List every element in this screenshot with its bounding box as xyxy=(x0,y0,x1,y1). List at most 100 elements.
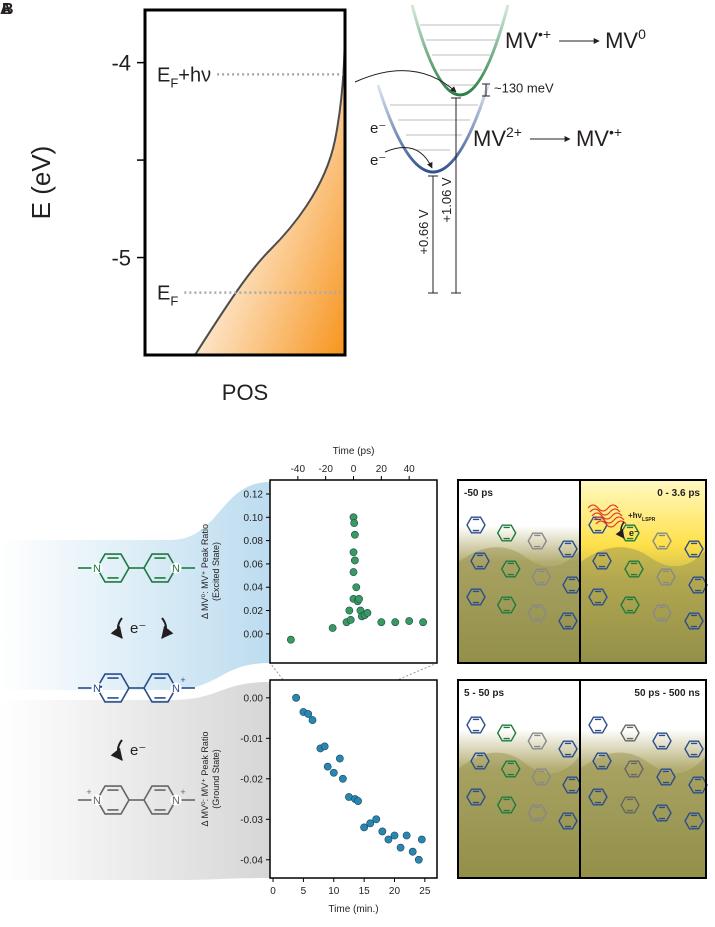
y-tick-label: 0.06 xyxy=(244,559,264,570)
ring xyxy=(466,788,486,806)
ring xyxy=(562,576,582,594)
level-sub: F xyxy=(170,294,178,309)
point xyxy=(414,855,423,864)
ring xyxy=(684,612,704,630)
y-tick-label: 0.04 xyxy=(244,583,264,594)
species-base: MV xyxy=(473,126,506,151)
level-suffix: +hν xyxy=(178,64,211,86)
x-tick-label: -20 xyxy=(318,464,333,475)
ring xyxy=(527,732,548,750)
ring xyxy=(624,760,644,778)
atom-label: N xyxy=(93,563,101,575)
vibrational-levels xyxy=(390,24,500,151)
species-base: MV xyxy=(576,126,609,151)
point xyxy=(338,774,347,783)
x-tick-label: 40 xyxy=(404,464,416,475)
ring xyxy=(592,752,612,770)
y-tick-label: -0.04 xyxy=(240,855,263,866)
ring xyxy=(531,568,552,586)
snapshot: -50 ps xyxy=(457,479,582,664)
level-symbol: E xyxy=(157,64,170,86)
light-wave xyxy=(587,504,619,512)
ring xyxy=(592,552,612,570)
species: MV2+ xyxy=(473,124,522,151)
point xyxy=(408,847,417,856)
species-charge: •+ xyxy=(538,26,551,42)
species: MV•+ xyxy=(505,26,551,53)
excitation-label: +hνLSPR xyxy=(628,511,656,523)
electron-label: e⁻ xyxy=(130,620,146,637)
ring xyxy=(531,768,552,786)
level-sub: F xyxy=(170,75,178,90)
snapshot: 5 - 50 ps xyxy=(457,679,582,879)
atom-label: N xyxy=(172,683,180,695)
point xyxy=(352,583,361,592)
x-tick-label: 5 xyxy=(301,886,307,897)
x-tick-label: 20 xyxy=(389,886,401,897)
atom-bg xyxy=(91,562,103,574)
snapshot-label: 5 - 50 ps xyxy=(464,688,504,699)
ring xyxy=(558,740,578,758)
ring xyxy=(620,724,640,742)
y-tick-label: -4 xyxy=(111,51,131,76)
ring xyxy=(496,524,517,542)
point xyxy=(350,530,359,539)
point xyxy=(346,615,355,624)
point xyxy=(292,693,301,702)
level-symbol: E xyxy=(157,283,170,305)
level-label: EF+hν xyxy=(157,64,211,90)
point xyxy=(419,618,427,627)
splitting-bracket xyxy=(482,83,490,97)
y-tick-label: -5 xyxy=(111,246,131,271)
ring xyxy=(684,812,704,830)
atom-bg xyxy=(170,562,182,574)
species: MV•+ xyxy=(576,124,622,151)
light-wave xyxy=(591,512,623,520)
x-tick-label: 25 xyxy=(419,886,431,897)
x-axis-label: Time (min.) xyxy=(328,904,378,915)
ring xyxy=(466,516,486,534)
snapshot-frame xyxy=(579,679,707,879)
electron-label: e⁻ xyxy=(370,120,386,137)
potential-label: +1.06 V xyxy=(439,177,454,223)
x-tick-label: -40 xyxy=(291,464,306,475)
ring xyxy=(620,796,640,814)
ring xyxy=(496,724,517,742)
redox-arrow xyxy=(161,617,174,639)
light-wave xyxy=(593,516,625,524)
ring xyxy=(688,576,708,594)
y-tick-label: 0.00 xyxy=(244,629,264,640)
ring xyxy=(684,740,704,758)
atom-label: N xyxy=(93,795,101,807)
molecules: N NN• N+N+N+e⁻e⁻ xyxy=(78,553,195,815)
point xyxy=(329,768,338,777)
ring xyxy=(588,588,608,606)
snapshot-label: 0 - 3.6 ps xyxy=(657,488,700,499)
splitting-label: ~130 meV xyxy=(494,80,554,95)
snapshot: 50 ps - 500 ns xyxy=(579,679,708,879)
ring xyxy=(652,532,672,550)
point xyxy=(378,827,387,836)
light-wave xyxy=(589,508,621,516)
ground-funnel xyxy=(0,682,270,880)
point xyxy=(354,797,362,805)
snapshot-frame xyxy=(579,479,707,664)
snapshots: -50 ps 0 - 3.6 ps 5 - 50 ps 50 ps - 500 ns +… xyxy=(457,479,708,879)
atom-bg xyxy=(170,794,182,806)
transfer-arrow xyxy=(384,147,433,169)
ring xyxy=(527,604,548,622)
electron-arrow xyxy=(615,521,625,539)
potential-label: +0.66 V xyxy=(416,209,431,255)
redox-arrow xyxy=(110,739,123,761)
y-tick-label: 0.10 xyxy=(244,513,264,524)
point xyxy=(390,831,399,840)
ring xyxy=(620,596,640,614)
atom-bg xyxy=(91,794,103,806)
scatter-chart: 0.00 0.02 0.04 0.06 0.08 0.10 0.12 -40 -20 0 20 40 T… xyxy=(200,446,438,664)
atom-label: N xyxy=(172,563,180,575)
ring xyxy=(588,716,608,734)
